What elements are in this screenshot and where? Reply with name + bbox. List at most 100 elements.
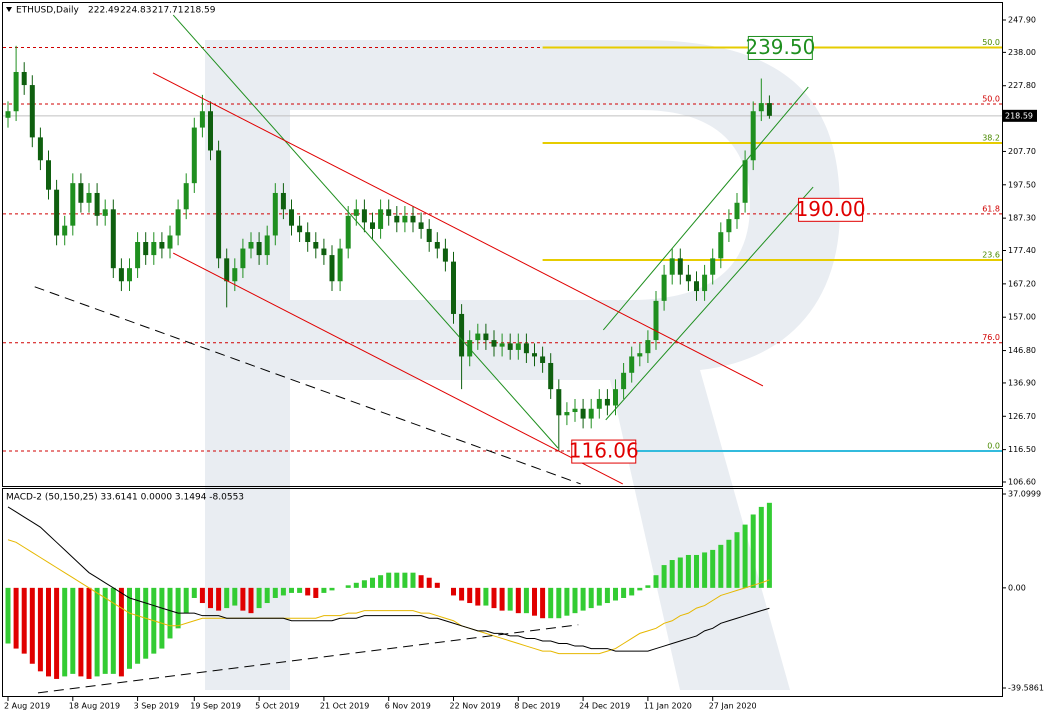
macd-bar: [669, 560, 675, 588]
macd-bar: [264, 587, 270, 604]
macd-bar: [240, 587, 246, 611]
macd-bar: [459, 587, 465, 601]
candle-body: [370, 222, 375, 229]
macd-bar: [345, 585, 351, 588]
macd-bar: [410, 572, 416, 588]
trendline: [173, 252, 624, 485]
x-tick-label: 5 Oct 2019: [255, 702, 299, 711]
candle-body: [37, 137, 43, 161]
x-tick-label: 27 Jan 2020: [709, 702, 757, 711]
candle-body: [653, 300, 659, 341]
candle-body: [750, 111, 756, 161]
level-label: 50.0: [982, 95, 1000, 104]
level-label: 76.0: [982, 333, 1000, 342]
price-box: [571, 439, 637, 464]
candle-body: [280, 192, 286, 210]
candle-body: [702, 274, 708, 292]
candle-body: [208, 111, 213, 151]
macd-bar: [329, 587, 335, 591]
macd-bar: [523, 587, 529, 614]
y-tick-label: 238.00: [1008, 48, 1036, 57]
candle-body: [588, 408, 594, 419]
macd-bar: [613, 587, 618, 601]
candle-body: [442, 248, 448, 262]
macd-bar: [750, 514, 756, 588]
macd-bar: [451, 587, 456, 596]
candle-body: [240, 248, 246, 269]
macd-bar: [475, 587, 481, 606]
candle-body: [386, 209, 392, 216]
macd-bar: [135, 587, 141, 664]
candle-body: [734, 202, 740, 220]
macd-bar: [402, 572, 408, 588]
macd-bar: [21, 587, 27, 654]
candle-body: [167, 235, 173, 249]
macd-bar: [118, 587, 124, 677]
macd-bar: [548, 587, 554, 619]
candle-body: [313, 242, 319, 249]
macd-bar: [556, 587, 562, 619]
candle-body: [110, 209, 116, 269]
candle-body: [475, 333, 481, 341]
macd-bar: [645, 585, 651, 588]
macd-bar: [175, 587, 181, 629]
x-tick-label: 8 Dec 2019: [514, 702, 560, 711]
candle-body: [661, 274, 667, 301]
macd-bar: [637, 587, 643, 591]
candle-body: [410, 215, 416, 223]
macd-bar: [677, 557, 683, 588]
candle-body: [191, 127, 197, 184]
y-tick-label: 187.30: [1008, 214, 1036, 223]
candle-body: [483, 333, 489, 341]
y-tick-label: 126.70: [1008, 412, 1036, 421]
candle-body: [143, 242, 149, 256]
candle-body: [256, 242, 262, 256]
macd-main-line: [7, 506, 770, 652]
candle-body: [70, 183, 76, 226]
macd-bar: [604, 587, 610, 604]
macd-y-tick-label: -39.5861: [1008, 684, 1044, 693]
y-tick-label: 116.50: [1008, 445, 1036, 454]
trendline: [605, 186, 814, 421]
candle-body: [434, 242, 440, 249]
macd-bar: [532, 587, 537, 616]
macd-bar: [426, 577, 432, 588]
macd-bar: [143, 587, 149, 659]
symbol: ETHUSD,Daily: [16, 6, 79, 16]
macd-bar: [742, 524, 748, 588]
candle-body: [264, 235, 270, 256]
candle-body: [459, 313, 465, 357]
candle-body: [297, 225, 303, 233]
macd-bar: [29, 587, 35, 664]
candle-body: [540, 356, 546, 363]
macd-bar: [702, 552, 708, 588]
macd-bar: [758, 506, 764, 588]
y-tick-label: 197.50: [1008, 180, 1036, 189]
trendline: [34, 286, 581, 485]
y-tick-label: 106.60: [1008, 478, 1036, 487]
x-tick-label: 6 Nov 2019: [385, 702, 431, 711]
trendline: [172, 14, 559, 449]
macd-bar: [232, 587, 238, 606]
y-tick-label: 146.80: [1008, 346, 1036, 355]
candle-body: [248, 242, 254, 249]
candle-body: [127, 268, 132, 282]
macd-bar: [13, 587, 19, 649]
candle-body: [532, 353, 537, 357]
macd-bar: [710, 549, 716, 588]
macd-bar: [734, 532, 740, 588]
y-tick-label: 157.00: [1008, 313, 1036, 322]
macd-bar: [621, 587, 627, 598]
candle-body: [758, 103, 764, 112]
candle-body: [685, 274, 691, 282]
candle-body: [742, 160, 748, 203]
candle-body: [645, 340, 651, 354]
price-box: [747, 35, 813, 60]
candle-body: [361, 209, 367, 223]
macd-bar: [418, 575, 424, 588]
macd-bar: [580, 587, 586, 611]
candle-body: [621, 372, 627, 390]
macd-bar: [216, 587, 222, 611]
candle-body: [491, 340, 497, 347]
